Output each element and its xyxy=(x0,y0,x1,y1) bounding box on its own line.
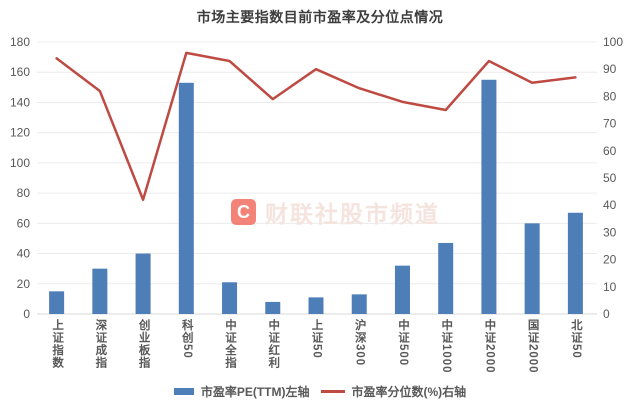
bar-科创50 xyxy=(178,82,194,314)
left-axis-tick-label: 140 xyxy=(10,95,30,109)
right-axis-tick-label: 0 xyxy=(603,307,610,321)
left-axis-tick-label: 160 xyxy=(10,65,30,79)
left-axis-tick-label: 20 xyxy=(17,277,31,291)
bar-中证红利 xyxy=(265,301,281,314)
right-axis-tick-label: 90 xyxy=(603,62,617,76)
bar-北证50 xyxy=(567,212,583,314)
bar-沪深300 xyxy=(351,294,367,314)
gridlines xyxy=(37,41,597,315)
left-axis-ticks: 0 20 40 60 80 100 120 140 160 180 xyxy=(10,35,30,321)
left-axis-tick-label: 180 xyxy=(10,35,30,49)
right-axis-ticks: 0 10 20 30 40 50 60 70 80 90 100 xyxy=(603,35,623,321)
bar-上证指数 xyxy=(49,291,65,314)
bar-中证1000 xyxy=(438,242,454,314)
watermark: C 财联社股市频道 xyxy=(231,195,440,229)
legend-bar-label: 市盈率PE(TTM)左轴 xyxy=(200,385,310,399)
legend-line-label: 市盈率分位数(%)右轴 xyxy=(351,385,467,399)
bar-中证500 xyxy=(394,265,410,314)
right-axis-tick-label: 10 xyxy=(603,280,617,294)
left-axis-tick-label: 120 xyxy=(10,126,30,140)
legend: 市盈率PE(TTM)左轴 市盈率分位数(%)右轴 xyxy=(0,383,640,400)
right-axis-tick-label: 30 xyxy=(603,225,617,239)
right-axis-tick-label: 20 xyxy=(603,253,617,267)
bar-国证2000 xyxy=(524,223,540,314)
watermark-logo-icon: C xyxy=(231,199,256,225)
right-axis-tick-label: 60 xyxy=(603,144,617,158)
left-axis-tick-label: 0 xyxy=(23,307,30,321)
left-axis-tick-label: 100 xyxy=(10,156,30,170)
watermark-text: 财联社股市频道 xyxy=(265,201,440,227)
right-axis-tick-label: 100 xyxy=(603,35,623,49)
percentile-line xyxy=(55,51,577,202)
right-axis-tick-label: 80 xyxy=(603,89,617,103)
left-axis-tick-label: 80 xyxy=(17,186,31,200)
right-axis-tick-label: 40 xyxy=(603,198,617,212)
left-axis-tick-label: 60 xyxy=(17,216,31,230)
line-series xyxy=(55,51,577,202)
bar-上证50 xyxy=(308,297,324,314)
legend-bar-swatch-icon xyxy=(173,388,194,395)
chart-title: 市场主要指数目前市盈率及分位点情况 xyxy=(196,9,444,25)
left-axis-tick-label: 40 xyxy=(17,247,31,261)
right-axis-tick-label: 50 xyxy=(603,171,617,185)
bar-中证全指 xyxy=(222,282,238,314)
legend-line-swatch-icon xyxy=(320,390,345,393)
bar-创业板指 xyxy=(135,253,151,314)
bar-中证2000 xyxy=(481,79,497,315)
bar-series xyxy=(49,79,583,315)
bar-深证成指 xyxy=(92,268,108,314)
right-axis-tick-label: 70 xyxy=(603,117,617,131)
